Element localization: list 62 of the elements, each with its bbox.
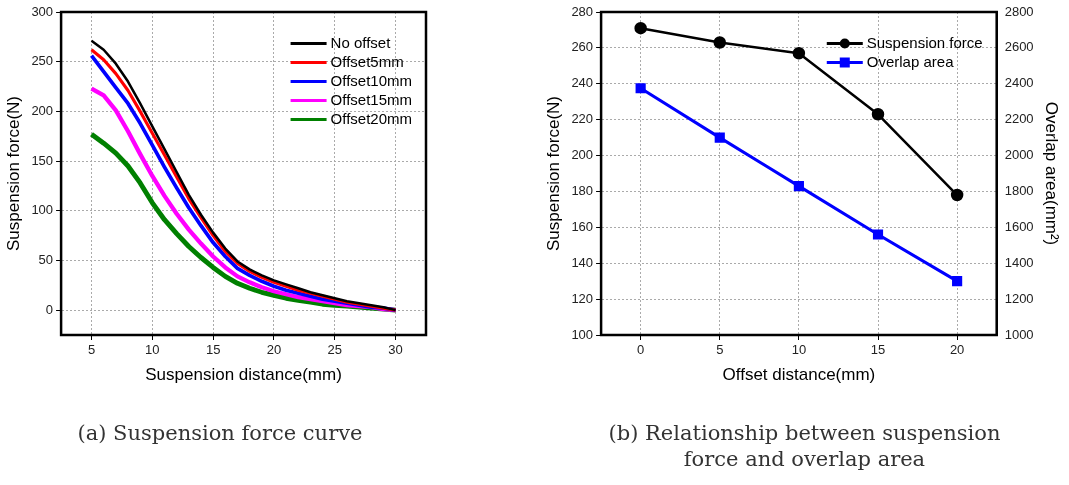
legend-label: Suspension force [866,33,983,51]
legend-label: Overlap area [866,52,955,70]
x-tick-label: 20 [949,342,965,358]
y2-tick-label: 2200 [1004,111,1034,127]
legend-label: Offset20mm [330,109,413,127]
x-tick-label: 15 [205,342,221,358]
y2-tick-label: 2600 [1004,39,1034,55]
y2-tick-label: 2800 [1004,3,1034,19]
y-tick-label: 100 [31,202,54,218]
y-axis-title: Suspension force(N) [543,96,563,251]
y-tick-label: 140 [571,254,594,270]
x-tick-label: 25 [327,342,343,358]
text: (a) Suspension force curve [76,420,364,447]
y-tick-label: 250 [31,53,54,69]
legend-label: Offset5mm [330,52,404,70]
y-tick-label: 180 [571,183,594,199]
point [872,229,884,240]
legend-label: Offset10mm [330,71,413,89]
x-tick-label: 20 [266,342,282,358]
x-tick-label: 15 [870,342,886,358]
y2-tick-label: 1000 [1004,326,1034,342]
y-tick-label: 50 [38,252,54,268]
y-tick-label: 150 [31,152,54,168]
y-tick-label: 260 [571,39,594,55]
y-tick-label: 120 [571,290,594,306]
text: (b) Relationship between suspension force and overlap area [607,420,1002,473]
point [792,47,806,60]
y2-tick-label: 1400 [1004,254,1034,270]
y-tick-label: 280 [571,3,594,19]
y-axis-title: Suspension force(N) [3,96,23,251]
point [634,21,647,35]
x-axis-title: Offset distance(mm) [722,365,876,385]
legend-label: Offset15mm [330,90,413,108]
y2-tick-label: 2000 [1004,147,1034,163]
y2-axis-title: Overlap area(mm²) [1042,101,1062,246]
y-tick-label: 160 [571,218,594,234]
y-tick-label: 200 [571,147,594,163]
y-tick-label: 200 [31,102,54,118]
y-tick-label: 300 [31,3,54,19]
y2-tick-label: 1200 [1004,290,1034,306]
point [714,132,725,143]
x-tick-label: 30 [388,342,403,358]
y-tick-label: 240 [571,75,594,91]
y-tick-label: 0 [45,301,54,317]
legend-label: No offset [330,33,392,51]
y2-tick-label: 1600 [1004,218,1034,234]
x-tick-label: 10 [791,342,807,358]
x-tick-label: 0 [637,342,645,358]
y2-tick-label: 1800 [1004,183,1034,199]
y-tick-label: 220 [571,111,594,127]
point [793,180,804,192]
point [635,83,646,94]
x-axis-title: Suspension distance(mm) [145,365,342,385]
x-tick-label: 10 [145,342,160,358]
point [952,276,963,287]
point [713,36,727,49]
y-tick-label: 100 [571,326,594,342]
point [950,188,964,202]
point [871,108,885,121]
x-tick-label: 5 [716,342,724,358]
x-tick-label: 5 [87,342,96,358]
y2-tick-label: 2400 [1004,75,1034,91]
